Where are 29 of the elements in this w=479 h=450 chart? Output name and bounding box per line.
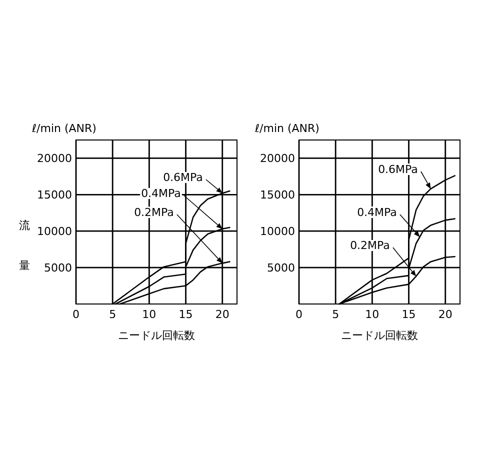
x-tick-label: 15 [402, 308, 416, 321]
x-axis-title: ニードル回転数 [118, 329, 195, 342]
y-tick-label: 5000 [267, 262, 295, 275]
x-axis-title: ニードル回転数 [341, 329, 418, 342]
y-tick-label: 20000 [37, 152, 72, 166]
x-tick-label: 20 [438, 308, 452, 321]
y-tick-label: 10000 [260, 225, 295, 238]
x-tick-label: 10 [142, 308, 156, 321]
x-tick-label: 5 [109, 308, 116, 321]
y-tick-label: 15000 [260, 188, 295, 202]
x-tick-label: 15 [178, 308, 193, 321]
y-tick-label: 5000 [44, 262, 72, 275]
x-tick-label: 0 [72, 308, 80, 321]
text: 流量 [19, 219, 30, 272]
x-tick-label: 20 [215, 308, 230, 321]
y-tick-label: 15000 [37, 188, 72, 202]
x-tick-label: 0 [296, 308, 302, 321]
text: 0.4MPa [357, 206, 397, 219]
x-tick-label: 5 [332, 308, 340, 321]
text: 0.4MPa [141, 187, 181, 200]
series-label: 0.6MPa [163, 171, 203, 184]
y-tick-label: 10000 [37, 225, 72, 238]
y-tick-label: 20000 [260, 152, 295, 166]
x-tick-label: 10 [365, 308, 380, 321]
y-axis-title: ℓ/min (ANR) [31, 122, 96, 135]
text: 0.2MPa [350, 239, 390, 252]
text: 0.2MPa [134, 206, 174, 219]
y-axis-title: ℓ/min (ANR) [254, 122, 320, 135]
series-label: 0.6MPa [378, 163, 418, 176]
